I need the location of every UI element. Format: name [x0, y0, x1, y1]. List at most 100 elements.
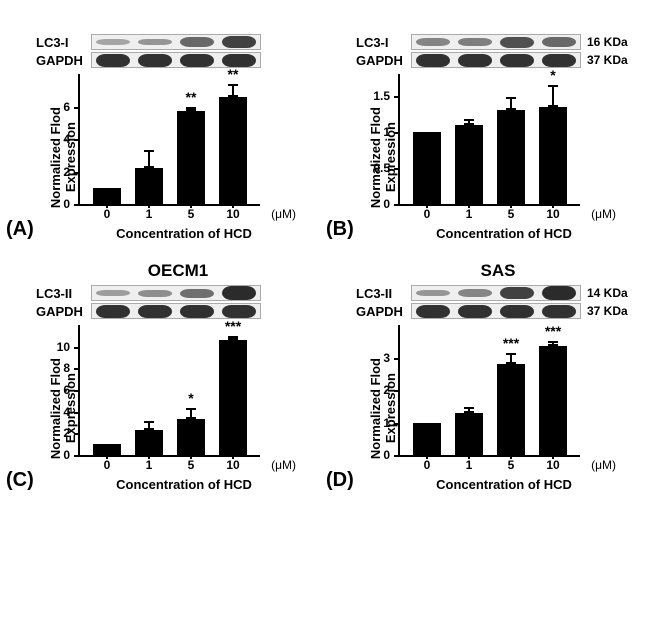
significance-marker: *** — [225, 318, 241, 334]
error-bar — [190, 408, 192, 419]
x-tick-label: 5 — [497, 455, 525, 472]
x-tick-label: 1 — [135, 455, 163, 472]
figure-panel: OECM1LC3-IIGAPDHNormalized Flod Expressi… — [10, 261, 320, 492]
error-bar — [148, 421, 150, 430]
y-tick-label: 2 — [63, 165, 70, 179]
blot-row: GAPDH37 KDa — [411, 303, 640, 319]
y-tick-label: 10 — [57, 340, 70, 354]
panel-letter: (B) — [326, 218, 354, 241]
error-bar — [468, 119, 470, 125]
x-axis-label: Concentration of HCD — [78, 226, 260, 241]
panel-title: OECM1 — [36, 261, 320, 281]
bar: *** — [497, 364, 525, 455]
western-blot-block: LC3-IGAPDH — [36, 34, 320, 68]
blot-strip — [411, 52, 581, 68]
bar: *** — [539, 346, 567, 455]
x-tick-label: 5 — [177, 204, 205, 221]
x-tick-label: 5 — [497, 204, 525, 221]
blot-label: GAPDH — [356, 53, 411, 68]
error-bar — [232, 336, 234, 340]
x-tick-label: 1 — [135, 204, 163, 221]
bar: ** — [219, 97, 247, 204]
x-unit-label: (μM) — [591, 455, 616, 472]
western-blot-block: LC3-IIGAPDH — [36, 285, 320, 319]
error-bar — [232, 84, 234, 97]
error-bar — [190, 107, 192, 112]
plot-area: 0246****01510(μM) — [78, 74, 260, 206]
blot-label: LC3-II — [36, 286, 91, 301]
panel-letter: (C) — [6, 469, 34, 492]
blot-row: LC3-II — [91, 285, 320, 301]
bar-chart: Normalized Flod Expression0123******0151… — [356, 325, 640, 492]
significance-marker: *** — [503, 335, 519, 351]
error-bar — [510, 97, 512, 110]
figure-panel: SASLC3-II14 KDaGAPDH37 KDaNormalized Flo… — [330, 261, 640, 492]
error-bar — [148, 150, 150, 168]
x-tick-label: 1 — [455, 204, 483, 221]
y-tick-label: 4 — [63, 405, 70, 419]
error-bar — [552, 341, 554, 346]
significance-marker: * — [550, 67, 555, 83]
blot-label: GAPDH — [356, 304, 411, 319]
y-tick-label: 0 — [383, 448, 390, 462]
significance-marker: ** — [228, 66, 239, 82]
panel-title — [356, 10, 640, 30]
bar-chart: Normalized Flod Expression0246810****015… — [36, 325, 320, 492]
figure-panel: LC3-IGAPDHNormalized Flod Expression0246… — [10, 10, 320, 241]
blot-strip — [411, 34, 581, 50]
western-blot-block: LC3-I16 KDaGAPDH 37 KDa — [356, 34, 640, 68]
error-bar — [468, 407, 470, 413]
panel-title — [36, 10, 320, 30]
blot-strip — [411, 303, 581, 319]
bar: * — [539, 107, 567, 205]
x-tick-label: 10 — [219, 455, 247, 472]
x-axis-label: Concentration of HCD — [398, 477, 580, 492]
y-tick-label: 0 — [383, 197, 390, 211]
bar: ** — [177, 111, 205, 204]
y-tick-label: 1 — [383, 125, 390, 139]
y-tick-label: 0 — [63, 448, 70, 462]
bar — [135, 430, 163, 455]
error-bar — [510, 353, 512, 364]
bar — [135, 168, 163, 204]
panel-letter: (A) — [6, 218, 34, 241]
y-tick-label: 8 — [63, 361, 70, 375]
bar — [455, 413, 483, 455]
blot-label: GAPDH — [36, 304, 91, 319]
y-tick-label: 0 — [63, 197, 70, 211]
molecular-weight-label: 37 KDa — [587, 304, 628, 318]
y-tick-label: 3 — [383, 351, 390, 365]
x-tick-label: 10 — [539, 455, 567, 472]
blot-strip — [91, 303, 261, 319]
molecular-weight-label: 14 KDa — [587, 286, 628, 300]
molecular-weight-label: 37 KDa — [587, 53, 628, 67]
significance-marker: ** — [186, 89, 197, 105]
blot-row: LC3-I — [91, 34, 320, 50]
x-tick-label: 0 — [413, 455, 441, 472]
blot-strip — [411, 285, 581, 301]
bar: *** — [219, 340, 247, 455]
x-axis-label: Concentration of HCD — [398, 226, 580, 241]
x-axis-label: Concentration of HCD — [78, 477, 260, 492]
y-tick-label: 6 — [63, 100, 70, 114]
y-tick-label: 1 — [383, 416, 390, 430]
x-tick-label: 1 — [455, 455, 483, 472]
y-tick-label: 6 — [63, 383, 70, 397]
error-bar — [552, 85, 554, 107]
bar-chart: Normalized Flod Expression0246****01510(… — [36, 74, 320, 241]
plot-area: 0246810****01510(μM) — [78, 325, 260, 457]
bar: * — [177, 419, 205, 455]
bar — [413, 423, 441, 456]
x-unit-label: (μM) — [591, 204, 616, 221]
panel-title: SAS — [356, 261, 640, 281]
plot-area: 0123******01510(μM) — [398, 325, 580, 457]
x-tick-label: 10 — [539, 204, 567, 221]
molecular-weight-label: 16 KDa — [587, 35, 628, 49]
x-unit-label: (μM) — [271, 455, 296, 472]
blot-strip — [91, 34, 261, 50]
blot-label: LC3-II — [356, 286, 411, 301]
x-tick-label: 0 — [93, 455, 121, 472]
blot-row: LC3-I16 KDa — [411, 34, 640, 50]
blot-row: GAPDH — [91, 303, 320, 319]
bar — [497, 110, 525, 204]
